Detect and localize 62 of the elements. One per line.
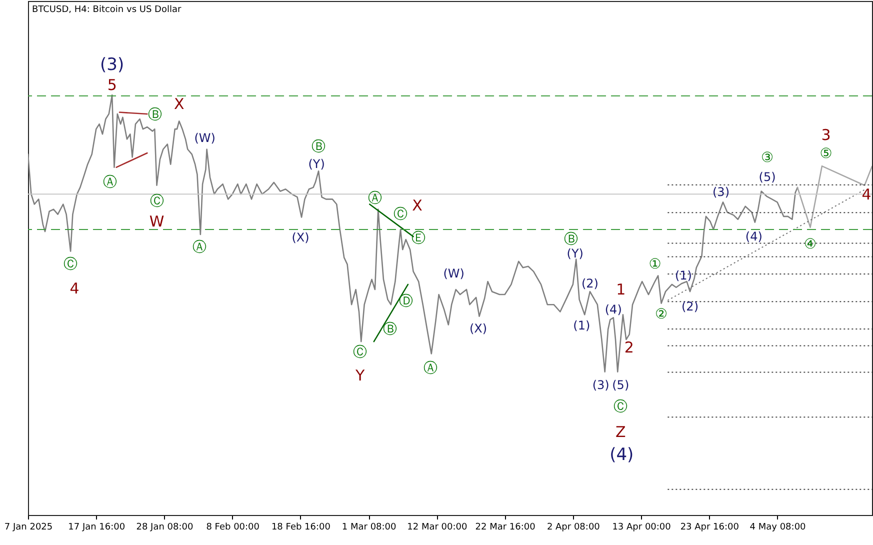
annotation: Ⓑ [564,231,578,248]
annotation: (X) [292,230,310,244]
x-tick-label: 12 Mar 00:00 [407,522,468,532]
annotation: (W) [194,131,216,146]
annotation: (W) [443,266,464,280]
x-tick-label: 13 Apr 00:00 [612,522,672,532]
annotation: ① [648,256,662,273]
x-tick-label: 8 Feb 00:00 [206,522,260,532]
annotation: Ⓐ [368,190,382,206]
x-tick-label: 7 Jan 2025 [4,522,53,532]
annotation: ④ [804,236,817,252]
annotation: 3 [821,126,831,144]
annotation: Ⓒ [150,193,164,210]
annotation: Ⓒ [64,256,78,272]
annotation: ⑤ [820,146,832,162]
annotation: Ⓒ [614,398,628,415]
annotation: (1) [674,268,692,283]
annotation: (Y) [308,157,325,172]
annotation: 5 [107,76,117,94]
annotation: Ⓐ [192,239,206,256]
annotation: Ⓒ [353,344,368,361]
x-tick-label: 22 Mar 16:00 [475,522,536,532]
annotation: Ⓔ [411,230,426,247]
annotation: (X) [469,321,488,336]
annotation: ③ [761,150,774,166]
annotation: W [149,212,164,230]
annotation: Ⓑ [148,106,162,123]
x-tick-label: 1 Mar 08:00 [342,522,397,532]
annotation: ② [654,306,668,322]
x-tick-label: 18 Feb 16:00 [271,522,331,532]
annotation: Y [354,366,366,385]
annotation: (3) [100,55,124,76]
annotation: Ⓓ [398,293,413,310]
annotation: Ⓑ [382,322,397,338]
annotation: Ⓐ [423,360,438,377]
annotation: X [174,95,184,114]
annotation: 4 [70,279,80,298]
chart-title: BTCUSD, H4: Bitcoin vs US Dollar [32,5,182,15]
x-tick-label: 28 Jan 08:00 [136,522,194,532]
annotation: (5) [758,170,776,184]
x-tick-label: 23 Apr 16:00 [680,522,740,532]
annotation: (4) [745,229,762,244]
annotation: 2 [624,338,634,356]
x-tick-label: 17 Jan 16:00 [68,522,126,532]
annotation: Ⓐ [103,174,118,190]
annotation: (2) [581,276,598,291]
annotation: (Y) [566,246,584,260]
annotation: Ⓑ [312,139,326,156]
annotation: 4 [862,185,872,204]
annotation: 1 [616,280,626,299]
annotation: Z [615,422,626,441]
annotation: (5) [612,378,630,392]
annotation: (2) [682,300,699,314]
annotation: (3) [712,185,730,200]
annotation: (1) [573,318,590,333]
annotation: X [412,196,422,215]
annotation: (3) [592,378,610,392]
annotation: Ⓒ [394,206,408,222]
x-tick-label: 2 Apr 08:00 [546,522,600,532]
annotation: (4) [610,444,634,465]
annotation: (4) [604,302,622,317]
x-tick-label: 4 May 08:00 [750,522,806,532]
